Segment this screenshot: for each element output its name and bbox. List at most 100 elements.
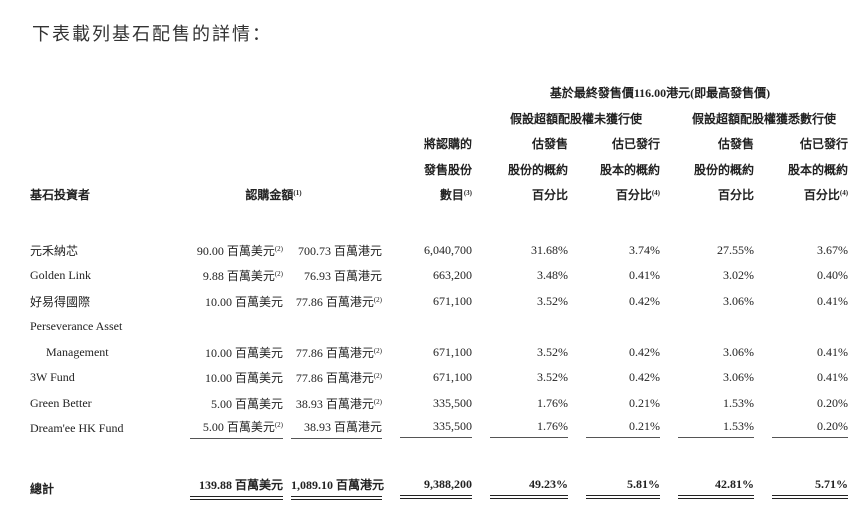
cell-value: 0.42% <box>586 345 660 360</box>
cell-value: 0.41% <box>772 370 848 385</box>
cell-value: 5.00 百萬美元(2) <box>190 418 283 440</box>
header-pct-offer-b-line3: 百分比 <box>717 188 754 203</box>
header-pct-offer-a-line1: 估發售 <box>531 137 568 152</box>
cell-hkd: 38.93 百萬港元 <box>283 416 382 442</box>
investor-name: 好易得國際 <box>30 294 91 309</box>
cell-hkd: 38.93 百萬港元(2) <box>283 391 382 417</box>
value-text: 335,500 <box>433 395 472 410</box>
value-text: 0.42% <box>629 344 660 359</box>
cornerstone-table: 基於最終發售價116.00港元(即最高發售價) 假設超額配股權未獲行使 假設超額… <box>30 80 849 502</box>
cell-a2: 5.81% <box>568 476 660 502</box>
cell-shares: 9,388,200 <box>382 476 472 502</box>
cell-b2: 5.71% <box>754 476 849 502</box>
cell-value: 671,100 <box>400 345 472 360</box>
value-text: 5.71% <box>815 477 849 492</box>
cell-shares: 335,500 <box>382 416 472 442</box>
value-text: 3.06% <box>723 344 754 359</box>
value-text: 5.81% <box>627 477 660 492</box>
cell-value: 335,500 <box>400 396 472 411</box>
cell-value: 77.86 百萬港元(2) <box>291 293 382 310</box>
cell-usd: 139.88 百萬美元 <box>185 476 283 502</box>
cell-a2: 0.21% <box>568 416 660 442</box>
cell-a1: 1.76% <box>472 391 568 417</box>
value-text: 9,388,200 <box>424 477 472 492</box>
footnote-marker: (2) <box>373 372 382 381</box>
cell-value: 10.00 百萬美元 <box>190 369 283 386</box>
investor-name: Green Better <box>30 395 92 410</box>
value-text: 0.42% <box>629 370 660 385</box>
header-pct-issued-a-line2: 股本的概約 <box>599 162 660 177</box>
value-text: 5.00 百萬美元 <box>202 420 275 435</box>
cell-a1: 3.52% <box>472 340 568 366</box>
cell-value: 0.21% <box>586 419 660 439</box>
cell-value: 3.02% <box>678 268 754 283</box>
footnote-marker: (2) <box>373 397 382 406</box>
cell-hkd: 77.86 百萬港元(2) <box>283 340 382 366</box>
value-text: 6,040,700 <box>424 242 472 257</box>
cell-a2: 0.42% <box>568 289 660 315</box>
value-text: 1,089.10 百萬港元 <box>291 478 385 493</box>
cell-value: 42.81% <box>678 477 754 500</box>
investor-name: Golden Link <box>30 268 91 283</box>
cell-usd: 10.00 百萬美元 <box>185 365 283 391</box>
cell-b2: 0.41% <box>754 289 848 315</box>
value-text: 3.06% <box>723 370 754 385</box>
header-investor: 基石投資者 <box>30 188 91 203</box>
value-text: 3.06% <box>723 293 754 308</box>
table-row: Dream'ee HK Fund 5.00 百萬美元(2) 38.93 百萬港元 33… <box>30 416 849 442</box>
cell-value: 3.67% <box>772 243 848 258</box>
footnote-marker: (4) <box>651 189 660 198</box>
footnote-marker: (2) <box>274 244 283 253</box>
cell-a1: 3.52% <box>472 365 568 391</box>
cell-value: 3.06% <box>678 370 754 385</box>
cell-hkd: 77.86 百萬港元(2) <box>283 365 382 391</box>
value-text: 77.86 百萬港元 <box>295 371 374 386</box>
value-text: 77.86 百萬港元 <box>295 294 374 309</box>
cell-hkd: 76.93 百萬港元 <box>283 263 382 289</box>
cell-b1: 42.81% <box>660 476 754 502</box>
header-pct-issued-b-line1: 估已發行 <box>800 137 849 152</box>
value-text: 3.02% <box>723 268 754 283</box>
cell-shares: 6,040,700 <box>382 238 472 264</box>
value-text: 700.73 百萬港元 <box>297 243 382 258</box>
value-text: 0.20% <box>817 419 849 434</box>
cell-value: 6,040,700 <box>400 243 472 258</box>
cell-value: 27.55% <box>678 243 754 258</box>
investor-name: 3W Fund <box>30 370 75 385</box>
cell-value: 0.41% <box>772 345 848 360</box>
cell-value: 1.76% <box>490 396 568 411</box>
footnote-marker: (2) <box>274 421 283 430</box>
header-pct-issued-a: 百分比(4) <box>568 182 660 208</box>
value-text: 1.76% <box>537 395 568 410</box>
header-pct-offer-b-line2: 股份的概約 <box>693 162 754 177</box>
value-text: 671,100 <box>433 293 472 308</box>
value-text: 139.88 百萬美元 <box>198 478 283 493</box>
footnote-marker: (2) <box>373 346 382 355</box>
value-text: 1.76% <box>537 419 568 434</box>
value-text: 27.55% <box>717 242 754 257</box>
cell-value: 0.42% <box>586 294 660 309</box>
cell-value: 3.74% <box>586 243 660 258</box>
investor-name: Management <box>46 344 109 359</box>
cell-usd: 9.88 百萬美元(2) <box>185 263 283 289</box>
cell-value: 10.00 百萬美元 <box>190 293 283 310</box>
cell-b1: 1.53% <box>660 391 754 417</box>
value-text: 10.00 百萬美元 <box>204 294 283 309</box>
header-shares-line1: 將認購的 <box>423 137 472 152</box>
value-text: 663,200 <box>433 268 472 283</box>
cell-a1: 3.52% <box>472 289 568 315</box>
group-header-fully-exercised: 假設超額配股權獲悉數行使 <box>692 111 837 126</box>
cell-value: 0.41% <box>586 268 660 283</box>
value-text: 3.52% <box>537 293 568 308</box>
cell-value: 1.53% <box>678 396 754 411</box>
value-text: 10.00 百萬美元 <box>204 345 283 360</box>
value-text: 49.23% <box>529 477 568 492</box>
investor-name: Perseverance Asset <box>30 319 123 334</box>
cell-value: 0.41% <box>772 294 848 309</box>
cell-value: 3.52% <box>490 294 568 309</box>
cell-a2: 0.41% <box>568 263 660 289</box>
cell-usd: 90.00 百萬美元(2) <box>185 238 283 264</box>
header-pct-issued-a-line1: 估已發行 <box>611 137 660 152</box>
footnote-marker: (3) <box>463 189 472 198</box>
value-text: 3.74% <box>629 242 660 257</box>
